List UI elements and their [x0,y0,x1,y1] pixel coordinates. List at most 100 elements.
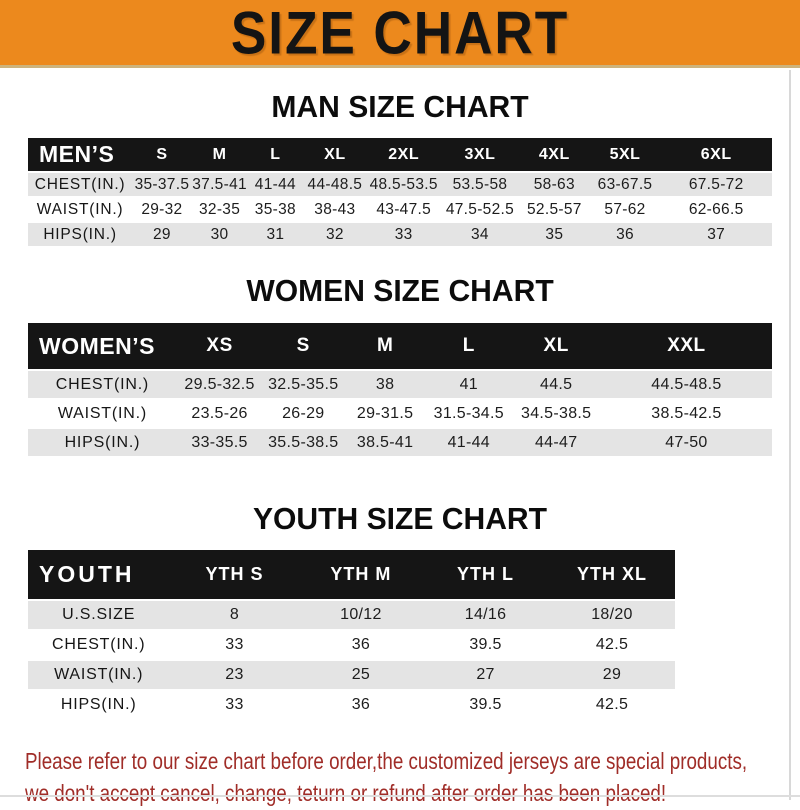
size-value-cell: 33 [225,696,244,713]
women-column-header: XXL [667,335,706,356]
men-column-header: 4XL [538,145,570,163]
youth-column-header: YTH L [457,564,515,584]
men-table-row: WAIST(IN.) 29-32 32-35 35-38 38-43 43-47.5 47.… [28,198,772,221]
size-value-cell: 30 [210,225,229,243]
size-value-cell: 29-32 [141,200,183,218]
size-value-cell: 23 [225,666,244,683]
men-column-header: 5XL [609,145,641,163]
youth-column-header: YTH XL [576,564,647,584]
youth-column-header: YTH S [205,564,264,584]
size-value-cell: 41 [459,375,478,393]
size-value-cell: 34.5-38.5 [521,404,592,422]
size-value-cell: 10/12 [340,606,382,623]
page-right-edge [789,70,791,800]
size-value-cell: 52.5-57 [527,200,582,218]
size-value-cell: 53.5-58 [452,175,508,193]
mens-size-table: MEN’S S M L XL 2XL 3XL 4XL 5XL 6XL CHEST(IN.) 35-3… [28,136,772,248]
women-column-header: S [296,335,310,356]
size-value-cell: 39.5 [469,636,502,653]
order-policy-line-2: we don't accept cancel, change, teturn o… [25,780,667,807]
row-label: WAIST(IN.) [36,200,124,218]
size-value-cell: 31.5-34.5 [433,404,504,422]
women-section-heading: WOMEN SIZE CHART [246,273,554,308]
size-value-cell: 27 [476,666,495,683]
men-table-title: MEN’S [39,141,115,167]
women-column-header: L [462,335,475,356]
size-value-cell: 37 [707,225,726,243]
size-value-cell: 31 [266,225,285,243]
men-column-header: L [270,145,281,163]
youth-table-row: WAIST(IN.) 23 25 27 29 [28,661,772,689]
size-value-cell: 29.5-32.5 [184,375,255,393]
size-value-cell: 42.5 [595,636,629,653]
row-label: CHEST(IN.) [52,636,146,653]
row-label: HIPS(IN.) [43,225,117,243]
size-value-cell: 38-43 [314,200,356,218]
size-value-cell: 43-47.5 [376,200,432,218]
size-value-cell: 36 [351,696,371,713]
size-value-cell: 39.5 [469,696,502,713]
order-policy-line-1: Please refer to our size chart before or… [25,748,748,774]
row-label: CHEST(IN.) [55,375,150,393]
size-value-cell: 63-67.5 [597,175,653,193]
youth-size-table: YOUTH YTH S YTH M YTH L YTH XL U.S.SIZE 8 10/1… [28,548,772,721]
size-value-cell: 34 [471,225,489,243]
youth-column-header: YTH M [330,564,392,584]
size-value-cell: 58-63 [533,175,575,193]
size-value-cell: 29-31.5 [356,404,414,422]
size-value-cell: 62-66.5 [688,200,744,218]
page-bottom-edge [0,795,800,797]
men-table-row: CHEST(IN.) 35-37.5 37.5-41 41-44 44-48.5 48.5… [28,173,772,196]
size-value-cell: 35-38 [254,200,296,218]
size-value-cell: 42.5 [595,696,629,713]
size-value-cell: 35.5-38.5 [268,433,339,451]
men-section-heading: MAN SIZE CHART [271,89,529,124]
youth-table-title: YOUTH [39,561,135,587]
size-value-cell: 32.5-35.5 [268,375,339,393]
men-column-header: XL [324,145,346,163]
size-value-cell: 36 [616,225,634,243]
size-value-cell: 44-48.5 [307,175,363,193]
row-label: HIPS(IN.) [64,433,141,451]
men-column-header: 3XL [464,145,496,163]
size-value-cell: 38.5-41 [356,433,414,451]
size-value-cell: 35 [545,225,564,243]
size-value-cell: 33 [225,636,244,653]
order-policy-note: Please refer to our size chart before or… [25,745,777,810]
men-column-header: M [212,145,227,163]
size-value-cell: 8 [229,606,240,623]
size-value-cell: 41-44 [254,175,296,193]
youth-table-row: HIPS(IN.) 33 36 39.5 42.5 [28,691,772,719]
women-table-row: WAIST(IN.) 23.5-26 26-29 29-31.5 31.5-34.5 34… [28,400,772,427]
row-label: WAIST(IN.) [54,666,144,683]
size-value-cell: 44.5 [540,375,573,393]
size-value-cell: 29 [602,666,622,683]
size-value-cell: 33 [394,225,413,243]
banner: SIZE CHART [0,0,800,68]
size-value-cell: 33-35.5 [191,433,248,451]
size-value-cell: 38 [375,375,395,393]
size-value-cell: 38.5-42.5 [651,404,722,422]
men-column-header: 2XL [388,145,420,163]
women-table-row: HIPS(IN.) 33-35.5 35.5-38.5 38.5-41 41-44 44-… [28,429,772,456]
womens-size-table: WOMEN’S XS S M L XL XXL CHEST(IN.) 29.5-32.5 32.… [28,321,772,458]
women-column-header: XS [206,335,233,356]
row-label: HIPS(IN.) [60,696,137,713]
women-table-row: CHEST(IN.) 29.5-32.5 32.5-35.5 38 41 44.5 44.5… [28,371,772,398]
size-value-cell: 32-35 [198,200,241,218]
youth-table-row: U.S.SIZE 8 10/12 14/16 18/20 [28,601,772,629]
youth-table-row: CHEST(IN.) 33 36 39.5 42.5 [28,631,772,659]
womens-header-row: WOMEN’S XS S M L XL XXL [28,323,772,369]
youth-header-row: YOUTH YTH S YTH M YTH L YTH XL [28,550,772,599]
size-value-cell: 44-47 [534,433,578,451]
size-value-cell: 14/16 [464,606,507,623]
size-value-cell: 25 [351,666,371,683]
size-value-cell: 29 [152,225,171,243]
men-column-header: 6XL [700,145,732,163]
size-value-cell: 18/20 [591,606,633,623]
size-value-cell: 35-37.5 [134,175,190,193]
size-value-cell: 32 [325,225,344,243]
row-label: WAIST(IN.) [57,404,147,422]
size-value-cell: 47-50 [665,433,708,451]
size-value-cell: 37.5-41 [192,175,247,193]
